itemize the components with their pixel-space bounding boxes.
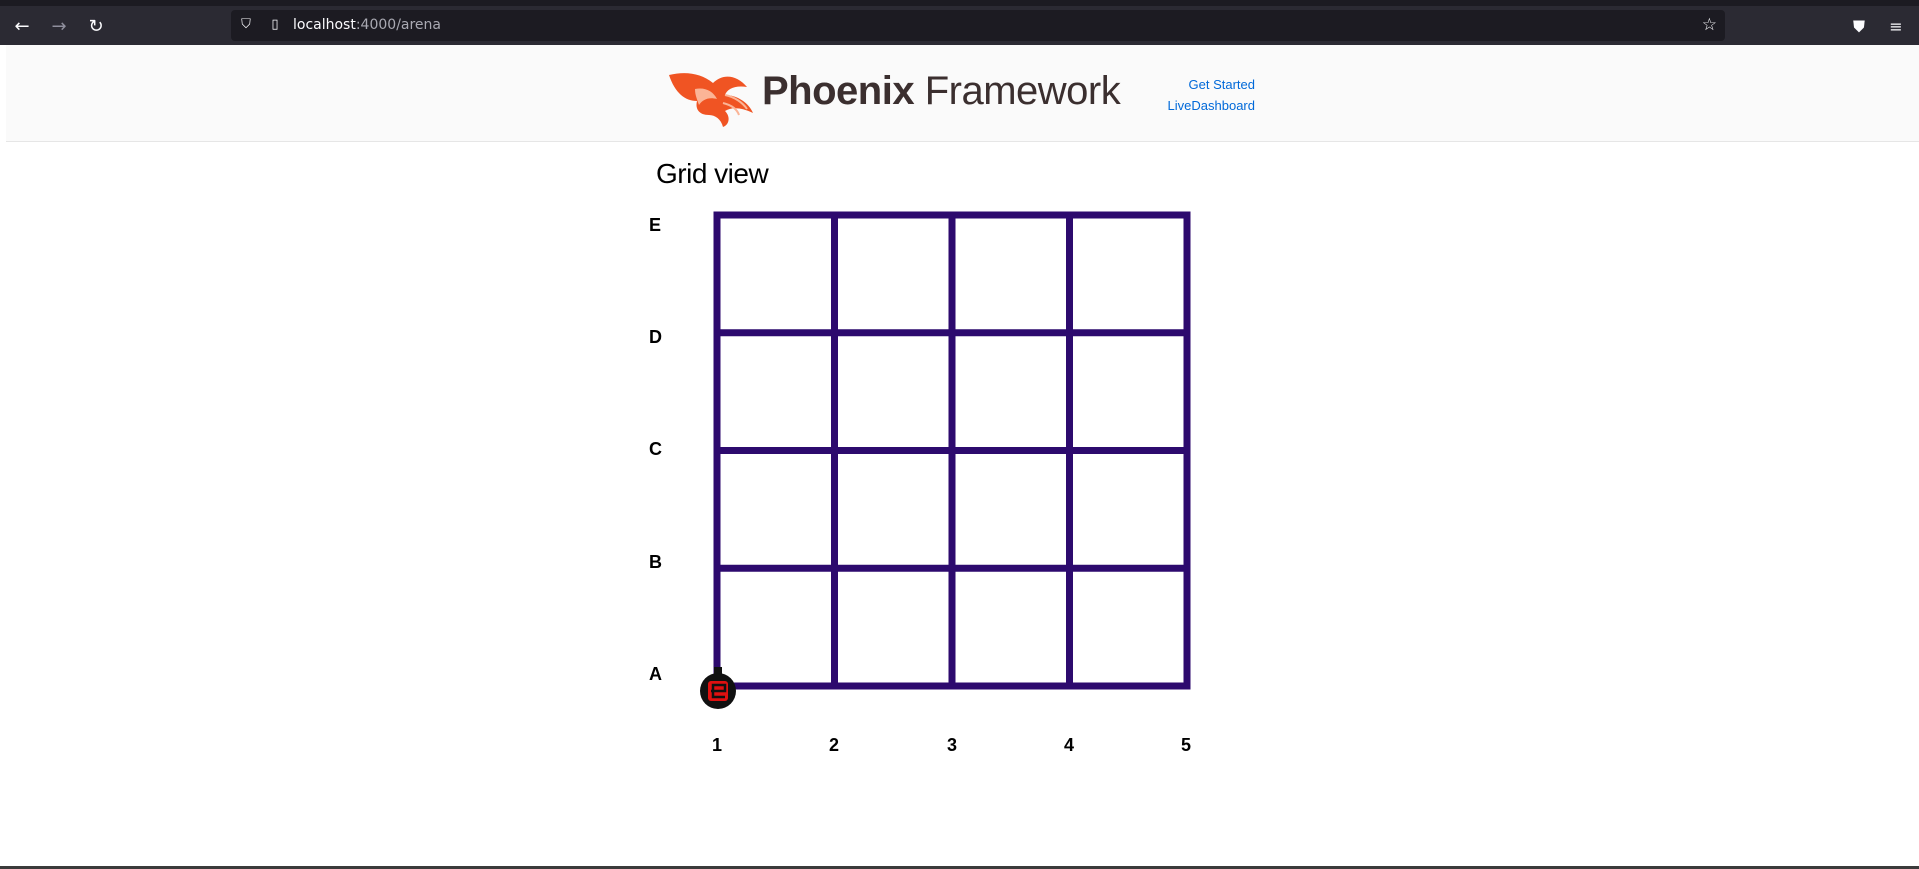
forward-arrow-icon[interactable]: → bbox=[51, 16, 67, 37]
get-started-link[interactable]: Get Started bbox=[1188, 77, 1255, 92]
logo-bold: Phoenix bbox=[762, 69, 915, 113]
col-label-5: 5 bbox=[1180, 735, 1191, 755]
reload-icon[interactable]: ↻ bbox=[88, 16, 104, 37]
address-bar[interactable]: ⛉ ▯ localhost:4000/arena ☆ bbox=[231, 10, 1725, 41]
row-label-c: C bbox=[649, 439, 662, 459]
phoenix-logo[interactable]: Phoenix Framework bbox=[665, 65, 1121, 127]
col-label-4: 4 bbox=[1063, 735, 1074, 755]
window-bottom-border bbox=[0, 866, 1919, 869]
livedashboard-link[interactable]: LiveDashboard bbox=[1167, 98, 1255, 113]
back-arrow-icon[interactable]: ← bbox=[14, 16, 30, 37]
row-label-b: B bbox=[649, 552, 662, 572]
row-label-e: E bbox=[649, 215, 662, 235]
page-title: Grid view bbox=[656, 158, 769, 189]
col-label-3: 3 bbox=[946, 735, 957, 755]
site-header: Phoenix Framework Get Started LiveDashbo… bbox=[6, 45, 1919, 142]
grid-lines bbox=[713, 211, 1191, 690]
menu-icon[interactable]: ≡ bbox=[1889, 17, 1903, 36]
bookmark-star-icon[interactable]: ☆ bbox=[1701, 15, 1717, 35]
robot-icon bbox=[700, 667, 736, 709]
browser-toolbar: ← → ↻ ⛉ ▯ localhost:4000/arena ☆ ⛊ ≡ bbox=[0, 0, 1919, 45]
phoenix-bird-icon bbox=[669, 73, 753, 127]
shield-icon[interactable]: ⛉ bbox=[241, 17, 251, 32]
url-host: localhost bbox=[293, 17, 356, 33]
logo-wordmark: Phoenix Framework bbox=[762, 69, 1121, 114]
pocket-icon[interactable]: ⛊ bbox=[1852, 17, 1865, 36]
robot-marker[interactable] bbox=[697, 667, 739, 709]
url-text[interactable]: localhost:4000/arena bbox=[293, 17, 441, 33]
page-info-icon[interactable]: ▯ bbox=[271, 17, 279, 32]
row-label-d: D bbox=[649, 327, 662, 347]
url-path: :4000/arena bbox=[355, 17, 441, 33]
row-label-a: A bbox=[649, 664, 662, 684]
col-label-2: 2 bbox=[828, 735, 839, 755]
logo-light: Framework bbox=[924, 69, 1121, 113]
col-label-1: 1 bbox=[711, 735, 722, 755]
